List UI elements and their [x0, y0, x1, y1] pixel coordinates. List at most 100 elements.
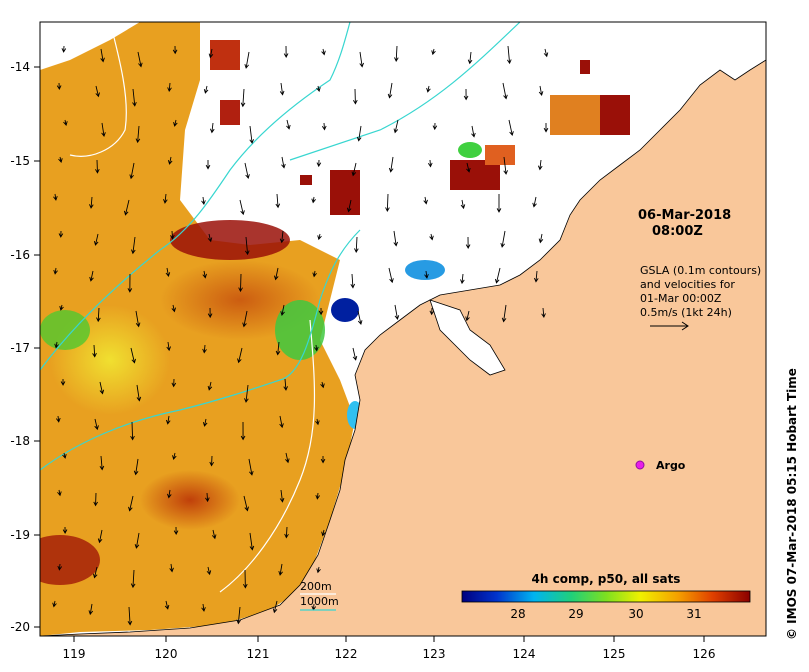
- velocity-arrow: [63, 119, 68, 127]
- velocity-arrow: [95, 85, 100, 98]
- velocity-arrow: [172, 452, 177, 460]
- velocity-arrow: [244, 162, 250, 179]
- velocity-arrow: [465, 310, 470, 322]
- sst-cool-patch: [458, 142, 482, 158]
- velocity-arrow: [426, 85, 431, 93]
- velocity-arrow: [427, 159, 433, 168]
- land: [429, 299, 506, 376]
- velocity-arrow: [62, 452, 67, 459]
- velocity-arrow: [321, 48, 326, 56]
- velocity-arrow: [243, 495, 249, 512]
- velocity-arrow: [424, 270, 429, 279]
- velocity-arrow: [135, 125, 141, 144]
- velocity-arrow: [465, 236, 471, 249]
- velocity-arrow: [286, 119, 291, 130]
- velocity-arrow: [496, 193, 502, 213]
- velocity-arrow: [206, 566, 212, 576]
- velocity-arrow: [494, 267, 501, 284]
- gsla-line: and velocities for: [640, 278, 735, 291]
- velocity-arrow: [93, 233, 99, 246]
- lat-tick-label: -14: [10, 60, 30, 74]
- velocity-arrow: [429, 233, 434, 241]
- velocity-arrow: [164, 600, 170, 610]
- velocity-arrow: [130, 347, 136, 364]
- velocity-arrow: [283, 378, 288, 391]
- velocity-arrow: [321, 122, 327, 131]
- velocity-scale-arrow: [650, 321, 689, 331]
- velocity-arrow: [537, 159, 543, 171]
- velocity-arrow: [273, 267, 279, 281]
- velocity-arrow: [385, 193, 390, 212]
- colorbar-title: 4h comp, p50, all sats: [532, 572, 681, 586]
- velocity-arrow: [541, 307, 546, 319]
- velocity-arrow: [99, 455, 105, 471]
- velocity-arrow: [93, 492, 98, 507]
- velocity-arrow: [543, 48, 549, 58]
- velocity-arrow: [209, 122, 215, 134]
- velocity-arrow: [279, 230, 285, 244]
- contour-1000m: [40, 22, 521, 471]
- velocity-arrow: [279, 82, 285, 96]
- velocity-arrow: [423, 196, 428, 205]
- velocity-arrow: [61, 45, 67, 53]
- velocity-arrow: [239, 199, 245, 216]
- velocity-arrow: [248, 458, 254, 476]
- velocity-arrow: [56, 415, 61, 423]
- velocity-arrow: [56, 82, 62, 90]
- sst-patch: [330, 170, 360, 215]
- lat-tick-label: -18: [10, 434, 30, 448]
- velocity-arrow: [167, 489, 172, 499]
- velocity-arrow: [460, 273, 465, 285]
- velocity-arrow: [203, 85, 209, 94]
- velocity-arrow: [173, 526, 179, 536]
- colorbar-tick: 29: [568, 607, 583, 621]
- velocity-arrow: [321, 529, 326, 537]
- velocity-arrow: [279, 489, 285, 503]
- velocity-arrow: [315, 492, 321, 500]
- sst-cool-patch: [40, 310, 90, 350]
- velocity-arrow: [249, 532, 255, 551]
- velocity-arrow: [432, 122, 438, 131]
- velocity-arrow: [388, 156, 394, 173]
- velocity-arrow: [357, 310, 363, 325]
- lon-tick-label: 122: [335, 647, 358, 661]
- lon-tick-label: 125: [603, 647, 626, 661]
- velocity-arrow: [134, 532, 140, 549]
- velocity-arrow: [244, 236, 250, 256]
- lon-tick-label: 123: [423, 647, 446, 661]
- velocity-arrow: [281, 156, 286, 169]
- velocity-arrow: [356, 125, 362, 142]
- lat-tick-label: -15: [10, 154, 30, 168]
- velocity-arrow: [316, 566, 321, 574]
- velocity-arrow: [240, 421, 246, 441]
- velocity-arrow: [133, 458, 139, 476]
- velocity-arrow: [388, 267, 394, 284]
- velocity-arrow: [320, 381, 325, 389]
- velocity-arrow: [244, 51, 250, 69]
- lat-tick-label: -20: [10, 620, 30, 634]
- velocity-arrow: [59, 304, 64, 311]
- velocity-arrow: [173, 119, 178, 127]
- gsla-line: 01-Mar 00:00Z: [640, 292, 722, 305]
- velocity-arrow: [318, 307, 324, 316]
- velocity-arrow: [500, 230, 506, 248]
- sst-patch: [600, 95, 630, 135]
- velocity-arrow: [201, 603, 206, 612]
- sst-patch: [485, 145, 515, 165]
- map-frame: [39, 21, 767, 637]
- velocity-arrow: [471, 125, 476, 138]
- velocity-arrow: [242, 310, 248, 328]
- velocity-arrow: [242, 569, 248, 589]
- velocity-arrow: [167, 156, 173, 165]
- velocity-arrow: [130, 569, 136, 589]
- velocity-arrow: [101, 122, 106, 137]
- velocity-arrow: [202, 418, 208, 427]
- velocity-arrow: [314, 344, 319, 352]
- timestamp-time: 08:00Z: [652, 224, 703, 239]
- sst-warm-patch: [140, 470, 240, 530]
- colorbar-tick: 28: [510, 607, 525, 621]
- velocity-arrow: [167, 82, 172, 93]
- sst-patch: [210, 40, 240, 70]
- copyright-caption: © IMOS 07-Mar-2018 05:15 Hobart Time: [785, 368, 799, 640]
- velocity-arrow: [172, 45, 178, 55]
